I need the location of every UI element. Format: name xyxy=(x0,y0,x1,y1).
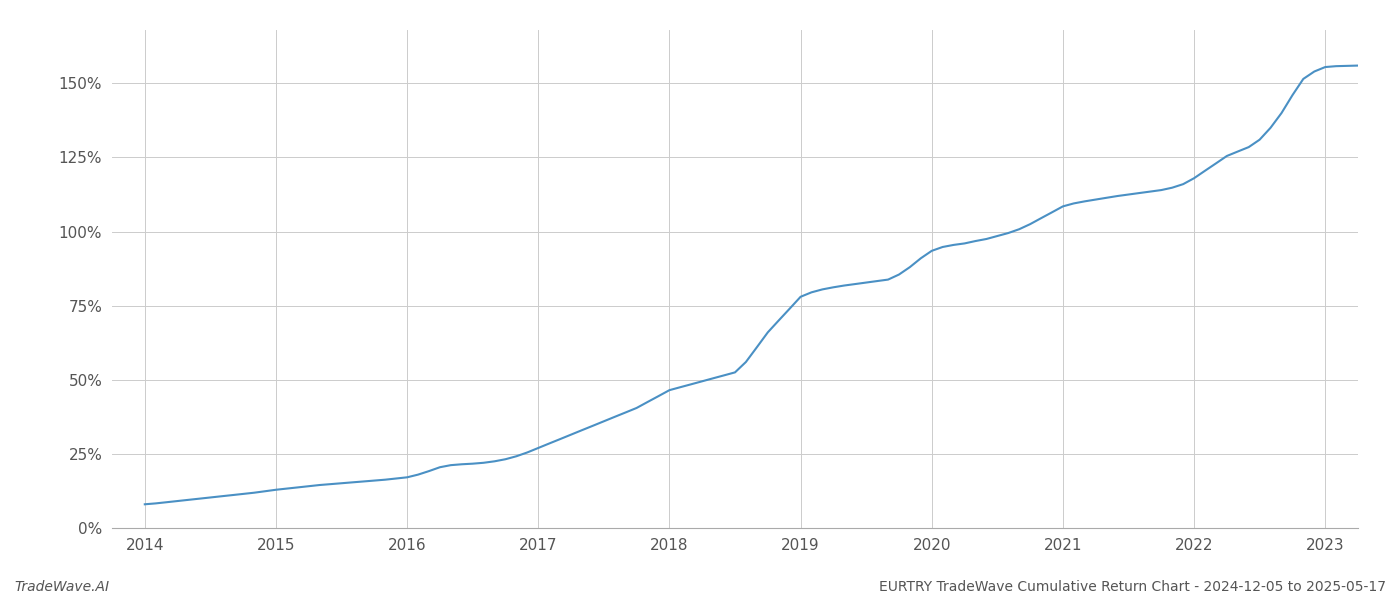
Text: EURTRY TradeWave Cumulative Return Chart - 2024-12-05 to 2025-05-17: EURTRY TradeWave Cumulative Return Chart… xyxy=(879,580,1386,594)
Text: TradeWave.AI: TradeWave.AI xyxy=(14,580,109,594)
